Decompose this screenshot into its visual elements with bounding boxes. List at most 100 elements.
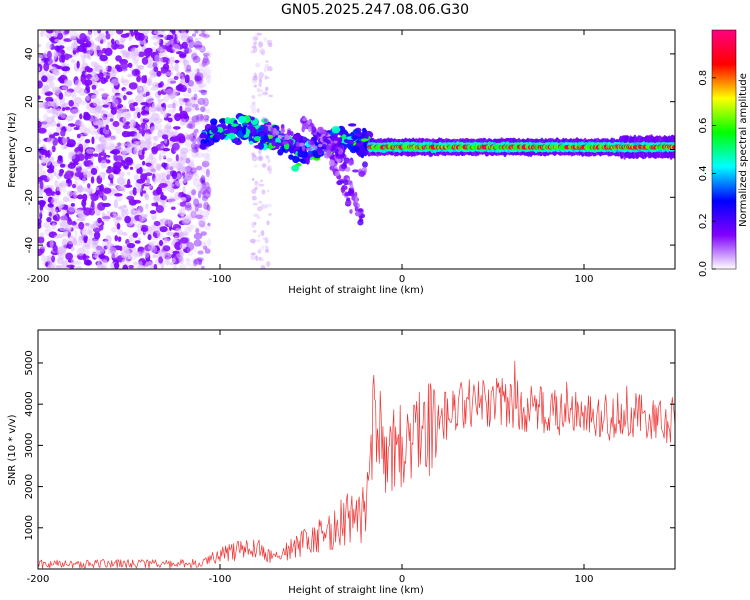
spectrogram-cell [264,86,269,92]
spectrogram-cell [78,221,85,230]
spectrogram-cell [188,105,194,115]
spectrogram-cell [72,237,78,246]
spectrogram-cell [94,65,104,73]
spectrogram-cell [94,105,102,113]
spectrogram-cell [202,245,208,250]
spectrogram-cell [199,184,208,191]
spectrogram-cell [280,127,285,134]
spectrogram-cell [162,147,171,152]
spectrogram-cell [192,178,202,187]
spectrogram-cell [58,221,68,226]
spectrogram-cell [128,82,138,90]
spectrogram-cell [195,152,205,158]
spectrogram-cell [100,122,105,128]
spectrogram-cell [105,242,113,250]
spectrogram-cell [292,155,300,164]
spectrogram-cell [179,201,186,207]
spectrogram-cell [166,104,176,109]
spectrogram-cell [123,165,128,169]
spectrogram-cell [156,177,161,184]
spectrogram-cell [56,65,64,70]
spectrogram-cell [90,200,95,208]
y-tick-label: 4000 [24,391,35,416]
spectrogram-cell [97,154,102,164]
spectrogram-cell [255,62,261,68]
spectrogram-cell [147,63,153,69]
spectrogram-cell [191,189,197,196]
spectrogram-cell [105,136,115,142]
spectrogram-cell [185,157,191,164]
spectrogram-cell [129,119,136,128]
spectrogram-cell [258,83,262,87]
spectrogram-cell [61,86,68,90]
spectrogram-cell [258,156,262,160]
spectrogram-cell [237,115,246,124]
spectrogram-cell [199,143,207,150]
spectrogram-cell [267,157,271,164]
spectrogram-cell [164,40,171,46]
spectrogram-cell [194,30,199,34]
spectrogram-cell [202,73,212,79]
spectrogram-cell [92,97,101,107]
spectrogram-cell [39,181,44,190]
spectrogram-cell [322,143,327,149]
spectrogram-cell [317,143,323,148]
snr-x-label: Height of straight line (km) [288,585,424,596]
spectrogram-cell [156,186,162,196]
spectrogram-cell [91,94,99,99]
spectrogram-cell [67,216,71,223]
spectrogram-cell [41,30,47,33]
spectrogram-cell [204,246,210,252]
spectrogram-cell [193,232,203,240]
spectrogram-cell [55,190,61,196]
colorbar-tick-label: 0.4 [698,165,709,181]
spectrogram-cell [81,187,89,192]
spectrogram-cell [106,141,116,150]
spectrogram-cell [138,147,143,153]
spectrogram-cell [197,190,202,199]
spectrogram-cell [187,251,194,257]
spectrogram-cell [190,190,196,196]
spectrogram-cell [361,138,368,142]
spectrogram-cell [192,55,201,64]
spectrogram-cell [74,79,82,87]
y-tick-label: 0 [24,146,35,152]
spectrogram-cell [154,54,161,63]
spectrogram-y-label: Frequency (Hz) [7,112,18,188]
spectrogram-cell [93,30,98,36]
spectrogram-cell [186,103,195,108]
spectrogram-cell [193,239,202,247]
spectrogram-cell [49,147,53,156]
spectrogram-cell [204,50,212,59]
spectrogram-cell [195,113,204,122]
spectrogram-cell [205,51,211,59]
spectrogram-cell [121,209,126,217]
spectrogram-cell [85,85,91,91]
spectrogram-cell [132,210,141,216]
spectrogram-cell [190,206,196,215]
spectrogram-cell [59,163,66,168]
spectrogram-cell [83,113,91,121]
spectrogram-cell [199,68,205,77]
spectrogram-cell [110,38,115,45]
colorbar-tick-label: 0.6 [698,118,709,134]
spectrogram-cell [202,97,209,107]
spectrogram-cell [62,196,70,203]
spectrogram-cell [256,93,263,97]
spectrogram-cell [74,229,78,239]
spectrogram-cell [330,134,338,142]
spectrogram-cell [196,165,203,171]
spectrogram-cell [200,30,206,35]
spectrogram-cell [256,216,261,220]
spectrogram-cell [191,33,197,37]
spectrogram-cell [195,120,200,124]
spectrogram-cell [64,30,70,34]
spectrogram-cell [116,184,126,190]
spectrogram-cell [149,210,157,215]
spectrogram-cell [138,128,146,134]
spectrogram-cell [125,110,131,118]
spectrogram-cell [175,227,182,233]
spectrogram-cell [251,155,258,162]
spectrogram-cell [115,30,124,35]
spectrogram-cell [108,182,112,187]
